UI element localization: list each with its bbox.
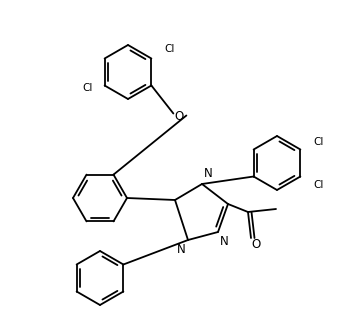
Text: Cl: Cl: [314, 179, 324, 190]
Text: Cl: Cl: [82, 82, 93, 92]
Text: Cl: Cl: [164, 43, 175, 54]
Text: O: O: [175, 110, 184, 123]
Text: Cl: Cl: [314, 136, 324, 147]
Text: O: O: [251, 238, 261, 251]
Text: N: N: [177, 243, 186, 256]
Text: N: N: [204, 167, 213, 180]
Text: N: N: [220, 235, 229, 248]
